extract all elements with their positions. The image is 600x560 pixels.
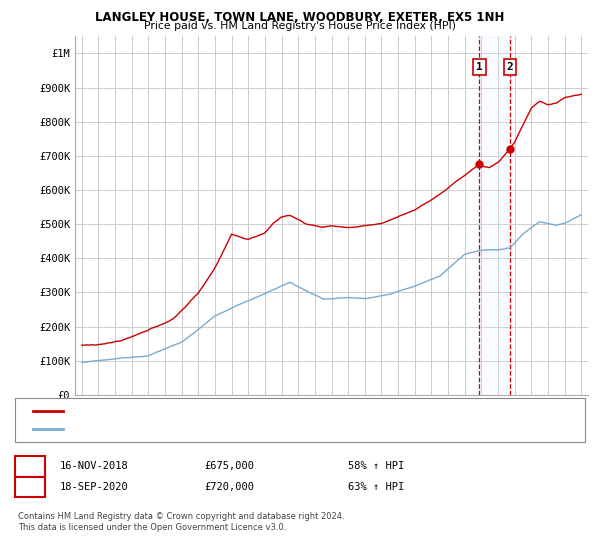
Text: 2: 2 <box>506 62 514 72</box>
Text: LANGLEY HOUSE, TOWN LANE, WOODBURY, EXETER, EX5 1NH: LANGLEY HOUSE, TOWN LANE, WOODBURY, EXET… <box>95 11 505 24</box>
Text: Contains HM Land Registry data © Crown copyright and database right 2024.
This d: Contains HM Land Registry data © Crown c… <box>18 512 344 532</box>
Text: LANGLEY HOUSE, TOWN LANE, WOODBURY, EXETER, EX5 1NH (detached house): LANGLEY HOUSE, TOWN LANE, WOODBURY, EXET… <box>69 407 469 417</box>
Bar <box>479 36 510 395</box>
Text: 63% ↑ HPI: 63% ↑ HPI <box>348 482 404 492</box>
Text: £720,000: £720,000 <box>204 482 254 492</box>
Text: HPI: Average price, detached house, East Devon: HPI: Average price, detached house, East… <box>69 423 339 433</box>
Text: 1: 1 <box>476 62 483 72</box>
Text: 58% ↑ HPI: 58% ↑ HPI <box>348 461 404 472</box>
Text: 18-SEP-2020: 18-SEP-2020 <box>60 482 129 492</box>
Text: £675,000: £675,000 <box>204 461 254 472</box>
Text: 16-NOV-2018: 16-NOV-2018 <box>60 461 129 472</box>
Text: 1: 1 <box>26 461 34 472</box>
Text: 2: 2 <box>26 482 34 492</box>
Text: Price paid vs. HM Land Registry's House Price Index (HPI): Price paid vs. HM Land Registry's House … <box>144 21 456 31</box>
